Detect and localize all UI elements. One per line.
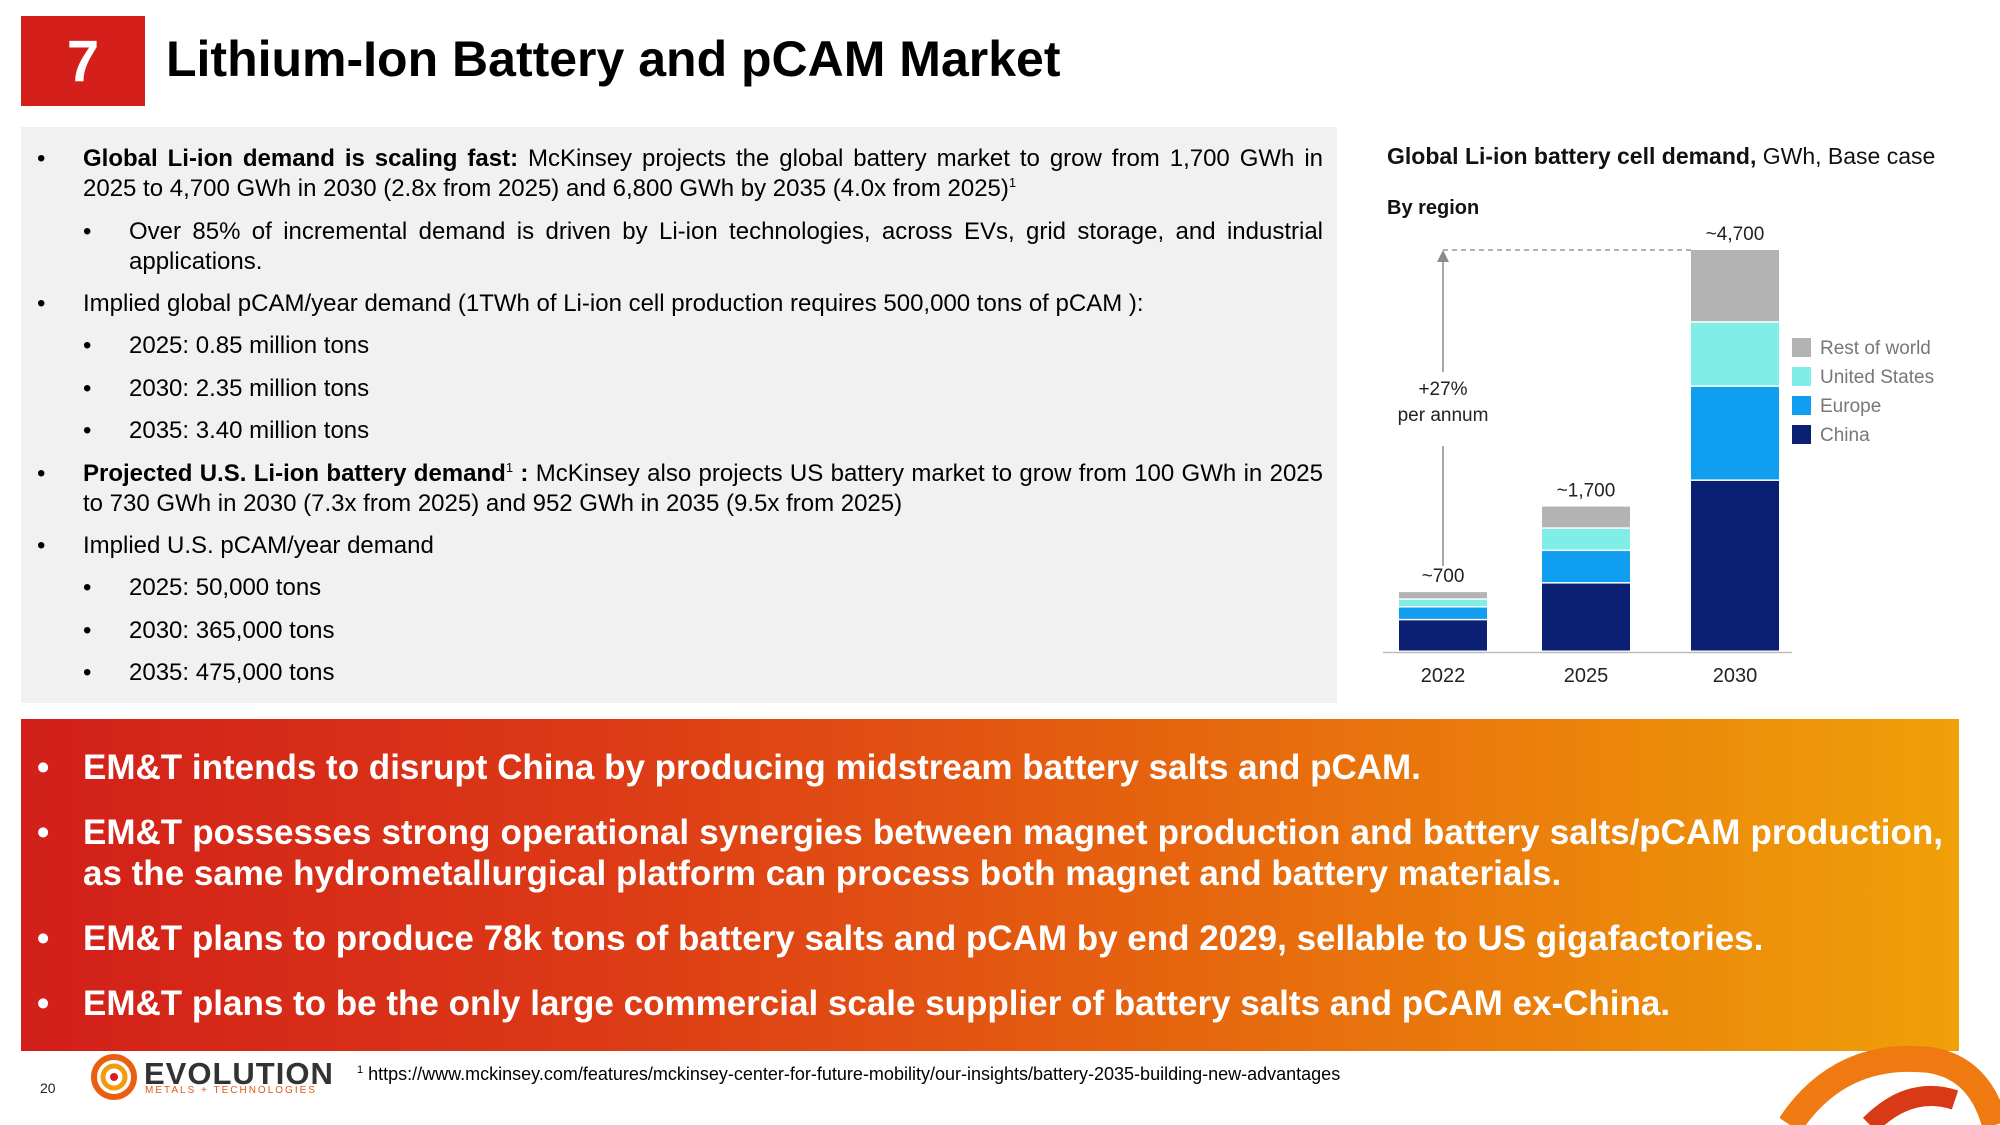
bullet-us-pcam: • Implied U.S. pCAM/year demand xyxy=(37,532,434,559)
total-label-2030: ~4,700 xyxy=(1706,224,1765,245)
growth-annotation: per annum xyxy=(1398,405,1489,426)
bar-segment-rest-of-world-2025 xyxy=(1542,506,1630,528)
bullet-text: McKinsey projects the global battery mar… xyxy=(83,145,1324,202)
bullet-lead: Projected U.S. Li-ion battery demand xyxy=(83,460,506,487)
legend-label: Europe xyxy=(1820,396,1881,417)
logo-tagline: METALS + TECHNOLOGIES xyxy=(145,1085,317,1096)
bar-segment-europe-2025 xyxy=(1542,551,1630,583)
slide-number-box: 7 xyxy=(21,16,145,106)
x-tick-label: 2025 xyxy=(1564,665,1609,687)
banner-text: EM&T intends to disrupt China by produci… xyxy=(83,748,1421,787)
bullet-text: 2030: 365,000 tons xyxy=(129,617,335,644)
banner-bullet-synergies: • EM&T possesses strong operational syner… xyxy=(37,813,1943,893)
banner-bullet-supplier: • EM&T plans to be the only large commerc… xyxy=(37,984,1671,1023)
slide-number: 7 xyxy=(66,28,100,94)
bar-segment-united-states-2030 xyxy=(1691,322,1779,386)
bullet-lead-colon: : xyxy=(513,460,529,487)
legend-swatch-europe xyxy=(1792,396,1811,415)
legend-swatch-china xyxy=(1792,425,1811,444)
market-facts-panel xyxy=(21,127,1337,703)
bar-segment-united-states-2022 xyxy=(1399,599,1487,607)
bullet-us-2030: • 2030: 365,000 tons xyxy=(83,617,335,644)
legend-label: United States xyxy=(1820,367,1934,388)
bullet-text: 2035: 475,000 tons xyxy=(129,659,335,686)
footnote-marker: 1 xyxy=(357,1064,364,1076)
footnote-ref: 1 xyxy=(1008,175,1017,190)
legend-swatch-united-states xyxy=(1792,367,1811,386)
decorative-swirl-icon xyxy=(1780,1045,2000,1125)
bullet-global-demand: • Global Li-ion demand is scaling fast: M… xyxy=(37,145,1324,202)
growth-annotation: +27% xyxy=(1418,379,1467,400)
bullet-global-2030: • 2030: 2.35 million tons xyxy=(83,375,370,402)
chart-title-suffix: GWh, Base case xyxy=(1756,143,1936,169)
bar-segment-rest-of-world-2022 xyxy=(1399,592,1487,599)
total-label-2025: ~1,700 xyxy=(1557,481,1616,502)
bullet-text: Implied global pCAM/year demand (1TWh of… xyxy=(83,290,1144,317)
bullet-us-2035: • 2035: 475,000 tons xyxy=(83,659,335,686)
bar-segment-china-2030 xyxy=(1691,480,1779,651)
page-number: 20 xyxy=(40,1080,56,1096)
strategy-banner xyxy=(21,719,1959,1051)
bar-segment-united-states-2025 xyxy=(1542,528,1630,550)
bullet-text: McKinsey also projects US battery market… xyxy=(83,460,1323,517)
footnote-ref: 1 xyxy=(505,460,514,475)
chart-title: Global Li-ion battery cell demand, GWh, … xyxy=(1387,143,1935,170)
legend-label: China xyxy=(1820,425,1870,446)
bullet-global-pcam: • Implied global pCAM/year demand (1TWh o… xyxy=(37,290,1144,317)
banner-bullet-production: • EM&T plans to produce 78k tons of batte… xyxy=(37,919,1764,958)
bar-segment-europe-2030 xyxy=(1691,386,1779,480)
bullet-text: 2030: 2.35 million tons xyxy=(129,375,370,402)
logo-wordmark: EVOLUTION xyxy=(144,1056,334,1091)
bullet-global-2035: • 2035: 3.40 million tons xyxy=(83,417,370,444)
legend-swatch-rest-of-world xyxy=(1792,338,1811,357)
legend-label: Rest of world xyxy=(1820,338,1931,359)
banner-text: EM&T possesses strong operational synerg… xyxy=(83,813,1943,893)
x-tick-label: 2030 xyxy=(1713,665,1758,687)
bullet-lead: Global Li-ion demand is scaling fast: xyxy=(83,145,519,172)
footnote: 1 https://www.mckinsey.com/features/mcki… xyxy=(357,1064,1340,1085)
bar-segment-china-2022 xyxy=(1399,620,1487,651)
bullet-text: Over 85% of incremental demand is driven… xyxy=(129,218,1323,275)
arrow-head-icon xyxy=(1437,250,1449,262)
page-title: Lithium-Ion Battery and pCAM Market xyxy=(166,31,1061,87)
x-tick-label: 2022 xyxy=(1421,665,1466,687)
banner-text: EM&T plans to be the only large commerci… xyxy=(83,984,1671,1023)
bullet-text: 2035: 3.40 million tons xyxy=(129,417,370,444)
bullet-us-2025: • 2025: 50,000 tons xyxy=(83,574,322,601)
banner-text: EM&T plans to produce 78k tons of batter… xyxy=(83,919,1764,958)
footnote-url: https://www.mckinsey.com/features/mckins… xyxy=(363,1064,1341,1084)
bar-segment-rest-of-world-2030 xyxy=(1691,250,1779,322)
evolution-logo-icon xyxy=(91,1054,137,1100)
bullet-global-2025: • 2025: 0.85 million tons xyxy=(83,332,370,359)
chart-subtitle: By region xyxy=(1387,197,1480,219)
bullet-incremental-demand: • Over 85% of incremental demand is drive… xyxy=(83,218,1323,275)
bullet-us-demand: • Projected U.S. Li-ion battery demand1 :… xyxy=(37,460,1323,517)
banner-bullet-disrupt: • EM&T intends to disrupt China by produc… xyxy=(37,748,1421,787)
bullet-text: Implied U.S. pCAM/year demand xyxy=(83,532,434,559)
chart-title-bold: Global Li-ion battery cell demand, xyxy=(1387,143,1757,169)
bar-segment-europe-2022 xyxy=(1399,607,1487,619)
bullet-text: 2025: 50,000 tons xyxy=(129,574,322,601)
battery-demand-chart: ~700 2022 ~1,700 2025 ~4,700 2030 +27% per annu… xyxy=(1383,224,1934,687)
bar-segment-china-2025 xyxy=(1542,583,1630,651)
total-label-2022: ~700 xyxy=(1422,566,1465,587)
bullet-text: 2025: 0.85 million tons xyxy=(129,332,370,359)
